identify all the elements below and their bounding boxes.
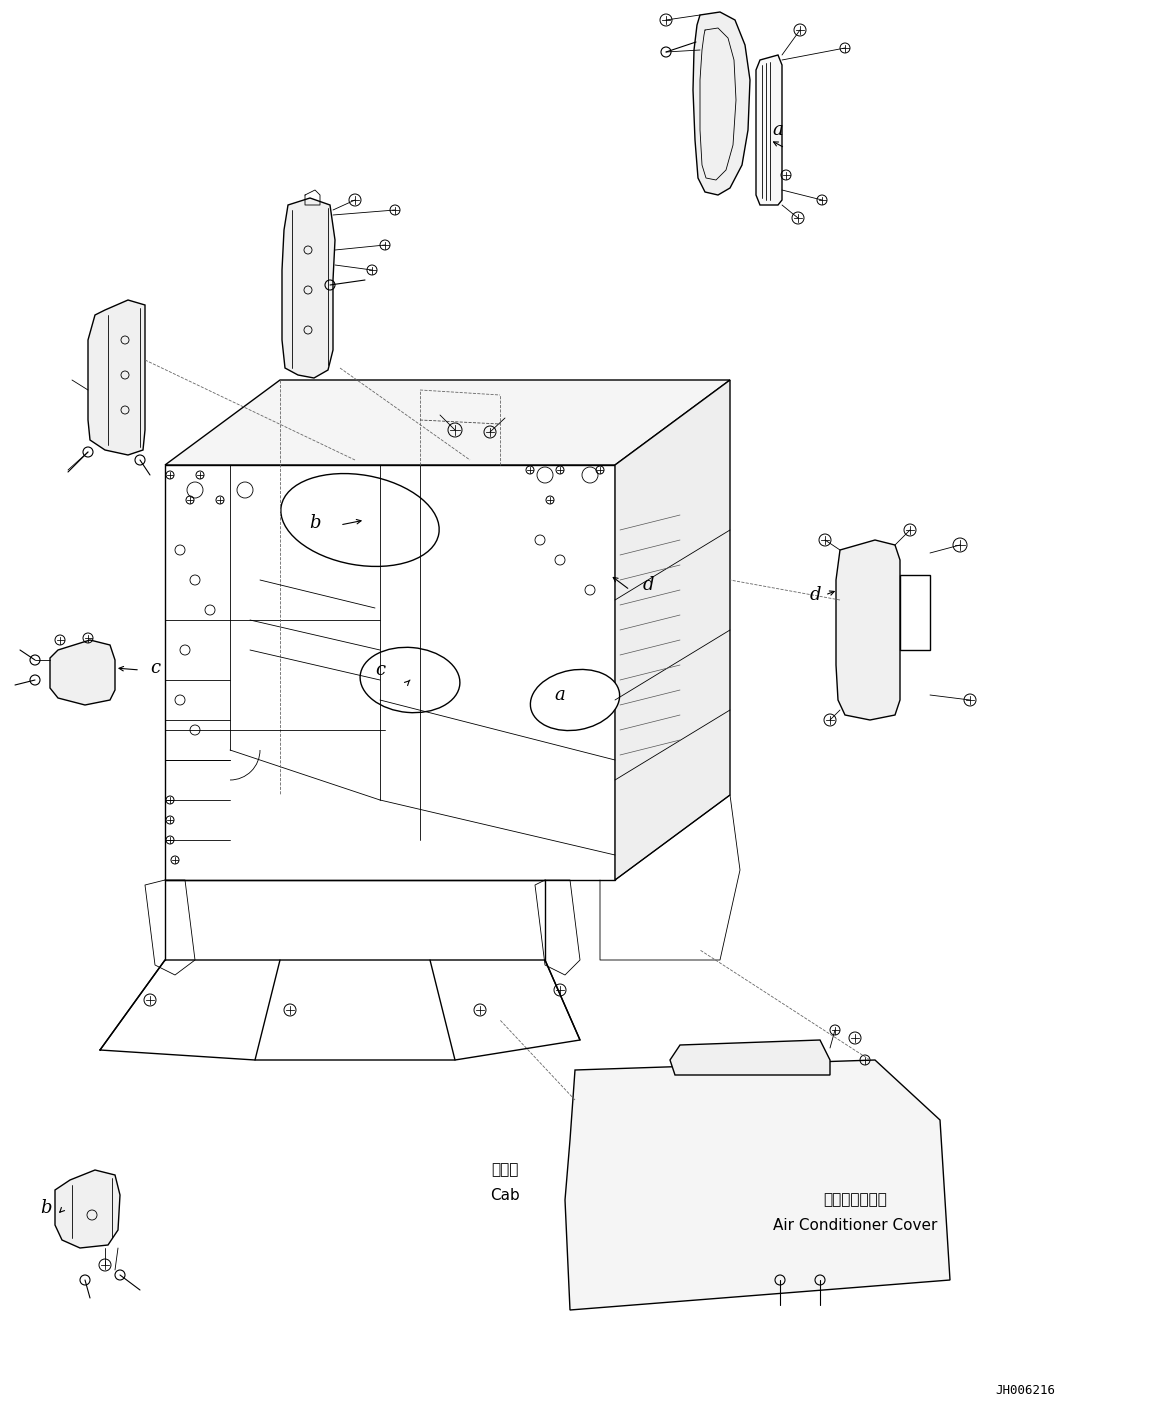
Ellipse shape	[530, 670, 620, 731]
Polygon shape	[165, 380, 730, 465]
Text: エアコンカバー: エアコンカバー	[823, 1192, 887, 1208]
Text: Cab: Cab	[490, 1188, 520, 1202]
Text: キャブ: キャブ	[491, 1162, 519, 1178]
Polygon shape	[88, 299, 145, 455]
Text: b: b	[41, 1199, 51, 1218]
Bar	[900, 575, 930, 650]
Polygon shape	[756, 55, 782, 204]
Text: b: b	[309, 514, 321, 532]
Text: c: c	[150, 658, 160, 677]
Polygon shape	[615, 380, 730, 880]
Polygon shape	[50, 640, 115, 705]
Ellipse shape	[361, 647, 459, 712]
Text: c: c	[374, 661, 385, 680]
Text: d: d	[642, 576, 654, 595]
Text: a: a	[555, 685, 565, 704]
Text: JH006216: JH006216	[996, 1384, 1055, 1396]
Polygon shape	[836, 541, 900, 719]
Polygon shape	[565, 1060, 950, 1310]
Polygon shape	[670, 1040, 830, 1076]
Text: d: d	[809, 586, 821, 604]
Text: a: a	[772, 121, 784, 139]
Polygon shape	[281, 199, 335, 377]
Polygon shape	[165, 465, 615, 880]
Text: Air Conditioner Cover: Air Conditioner Cover	[772, 1218, 937, 1233]
Polygon shape	[55, 1171, 120, 1247]
Polygon shape	[693, 11, 750, 194]
Ellipse shape	[280, 474, 440, 566]
